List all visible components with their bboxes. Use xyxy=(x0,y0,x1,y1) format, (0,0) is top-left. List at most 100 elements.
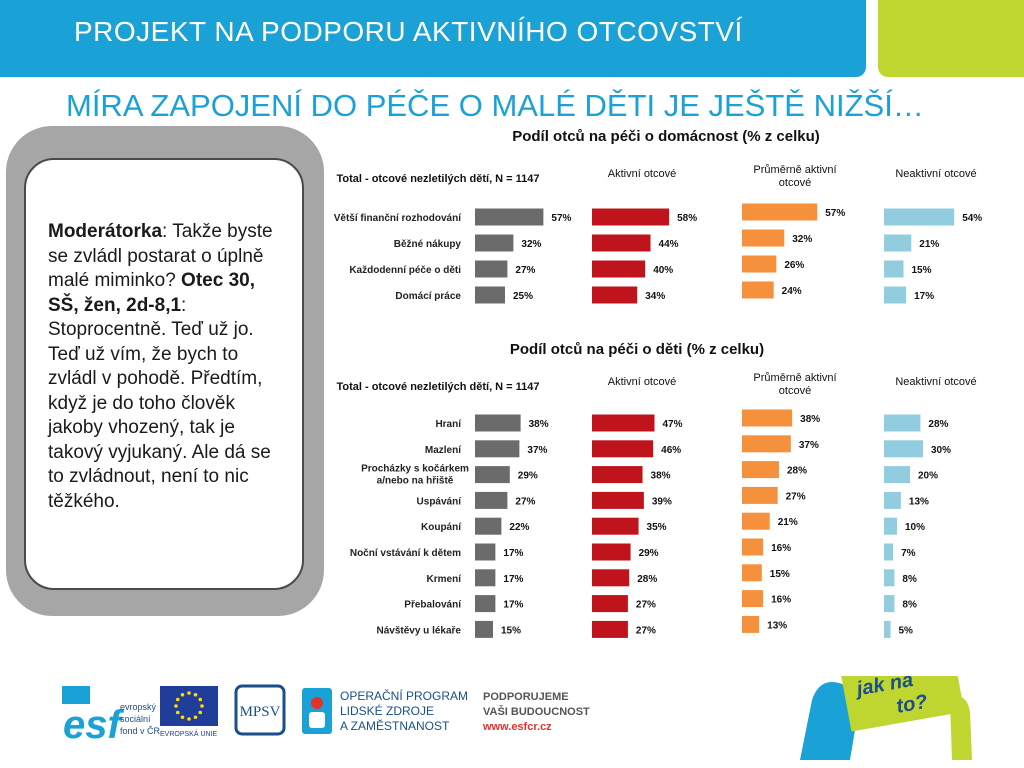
slide-title: MÍRA ZAPOJENÍ DO PÉČE O MALÉ DĚTI JE JEŠ… xyxy=(66,88,924,123)
data-label: 32% xyxy=(792,234,812,245)
data-label: 26% xyxy=(784,260,804,271)
header-title: PROJEKT NA PODPORU AKTIVNÍHO OTCOVSTVÍ xyxy=(74,16,743,47)
data-label: 29% xyxy=(639,548,659,559)
data-label: 27% xyxy=(636,625,656,636)
bar xyxy=(742,512,770,530)
bar xyxy=(742,435,791,453)
bar xyxy=(592,260,646,278)
bar xyxy=(592,466,643,484)
eu-star-icon xyxy=(187,691,191,695)
esf2-text: fond v ČR xyxy=(120,726,161,736)
data-label: 35% xyxy=(647,522,667,533)
data-label: 16% xyxy=(771,595,791,606)
data-label: 21% xyxy=(778,517,798,528)
eu-star-icon xyxy=(175,697,180,702)
data-label: 37% xyxy=(799,440,819,451)
data-label: 8% xyxy=(902,574,917,585)
esf1-text: sociální xyxy=(120,714,151,724)
data-label: 24% xyxy=(782,286,802,297)
tato2-text: to? xyxy=(895,691,929,718)
data-label: 39% xyxy=(652,496,672,507)
data-label: 13% xyxy=(909,496,929,507)
data-label: 17% xyxy=(503,574,523,585)
quote-speaker-1: Moderátorka xyxy=(48,221,163,242)
bar xyxy=(884,440,923,458)
bar xyxy=(475,234,514,252)
data-label: 22% xyxy=(509,522,529,533)
data-label: 7% xyxy=(901,548,916,559)
category-label: Každodenní péče o děti xyxy=(349,265,461,276)
op1-text: LIDSKÉ ZDROJE xyxy=(340,703,434,718)
bar xyxy=(742,590,764,608)
data-label: 38% xyxy=(800,414,820,425)
bar xyxy=(884,414,921,432)
series-header: Neaktivní otcové xyxy=(895,168,976,180)
data-label: 15% xyxy=(501,625,521,636)
bar xyxy=(884,620,891,638)
category-label: a/nebo na hřiště xyxy=(377,476,454,487)
bar xyxy=(884,595,895,613)
support-text: PODPORUJEME VAŠI BUDOUCNOST www.esfcr.cz xyxy=(482,691,590,733)
quote-speaker-2: Otec 30, SŠ, žen, 2d-8,1 xyxy=(48,270,255,316)
bar xyxy=(592,440,654,458)
data-label: 57% xyxy=(825,208,845,219)
series-header: Neaktivní otcové xyxy=(895,376,976,388)
data-label: 27% xyxy=(515,496,535,507)
bar xyxy=(592,620,628,638)
data-label: 58% xyxy=(677,213,697,224)
bar xyxy=(884,543,894,561)
series-header: Aktivní otcové xyxy=(608,376,676,388)
bar xyxy=(475,491,508,509)
sup1-text: VAŠI BUDOUCNOST xyxy=(483,705,590,718)
bar xyxy=(742,615,760,633)
bar xyxy=(884,260,904,278)
data-label: 44% xyxy=(659,239,679,250)
eu-star-icon xyxy=(200,704,204,708)
data-label: 15% xyxy=(912,265,932,276)
op0-text: OPERAČNÍ PROGRAM xyxy=(340,688,468,703)
footer-logos: esf evropský sociální fond v ČR EVROPSKÁ… xyxy=(62,676,972,760)
bar xyxy=(475,286,505,304)
op2-text: A ZAMĚSTNANOST xyxy=(340,718,450,733)
data-label: 32% xyxy=(521,239,541,250)
category-label: Hraní xyxy=(435,419,462,430)
bar xyxy=(475,517,502,535)
category-label: Běžné nákupy xyxy=(394,239,462,250)
data-label: 38% xyxy=(651,471,671,482)
bar xyxy=(884,517,897,535)
bar xyxy=(592,208,670,226)
category-label: Noční vstávání k dětem xyxy=(350,548,461,559)
header-accent xyxy=(878,0,1024,77)
data-label: 47% xyxy=(663,419,683,430)
bar xyxy=(884,208,955,226)
tato-logo: Táto, jak na to? xyxy=(800,676,972,760)
eu-star-icon xyxy=(198,697,203,702)
bar xyxy=(884,234,912,252)
bar xyxy=(475,414,521,432)
data-label: 16% xyxy=(771,543,791,554)
eu-star-icon xyxy=(180,715,185,720)
quote-text: Moderátorka: Takže byste se zvládl posta… xyxy=(48,220,284,514)
bar xyxy=(884,466,910,484)
category-label: Koupání xyxy=(421,522,462,533)
bar xyxy=(475,620,493,638)
data-label: 27% xyxy=(515,265,535,276)
data-label: 21% xyxy=(919,239,939,250)
data-label: 17% xyxy=(503,600,523,611)
data-label: 27% xyxy=(786,491,806,502)
bar xyxy=(742,203,818,221)
supurl-text: www.esfcr.cz xyxy=(482,721,552,733)
bar xyxy=(475,208,544,226)
series-header: otcové xyxy=(779,385,811,397)
series-header: Aktivní otcové xyxy=(608,168,676,180)
eu-flag-logo: EVROPSKÁ UNIE xyxy=(160,686,218,738)
eu-star-icon xyxy=(180,692,185,697)
category-label: Návštěvy u lékaře xyxy=(376,625,461,636)
bar xyxy=(742,255,777,273)
eu-star-icon xyxy=(174,704,178,708)
eu-star-icon xyxy=(175,710,180,715)
bar xyxy=(475,440,520,458)
data-label: 30% xyxy=(931,445,951,456)
chart-title: Podíl otců na péči o domácnost (% z celk… xyxy=(512,128,820,145)
data-label: 5% xyxy=(899,625,914,636)
